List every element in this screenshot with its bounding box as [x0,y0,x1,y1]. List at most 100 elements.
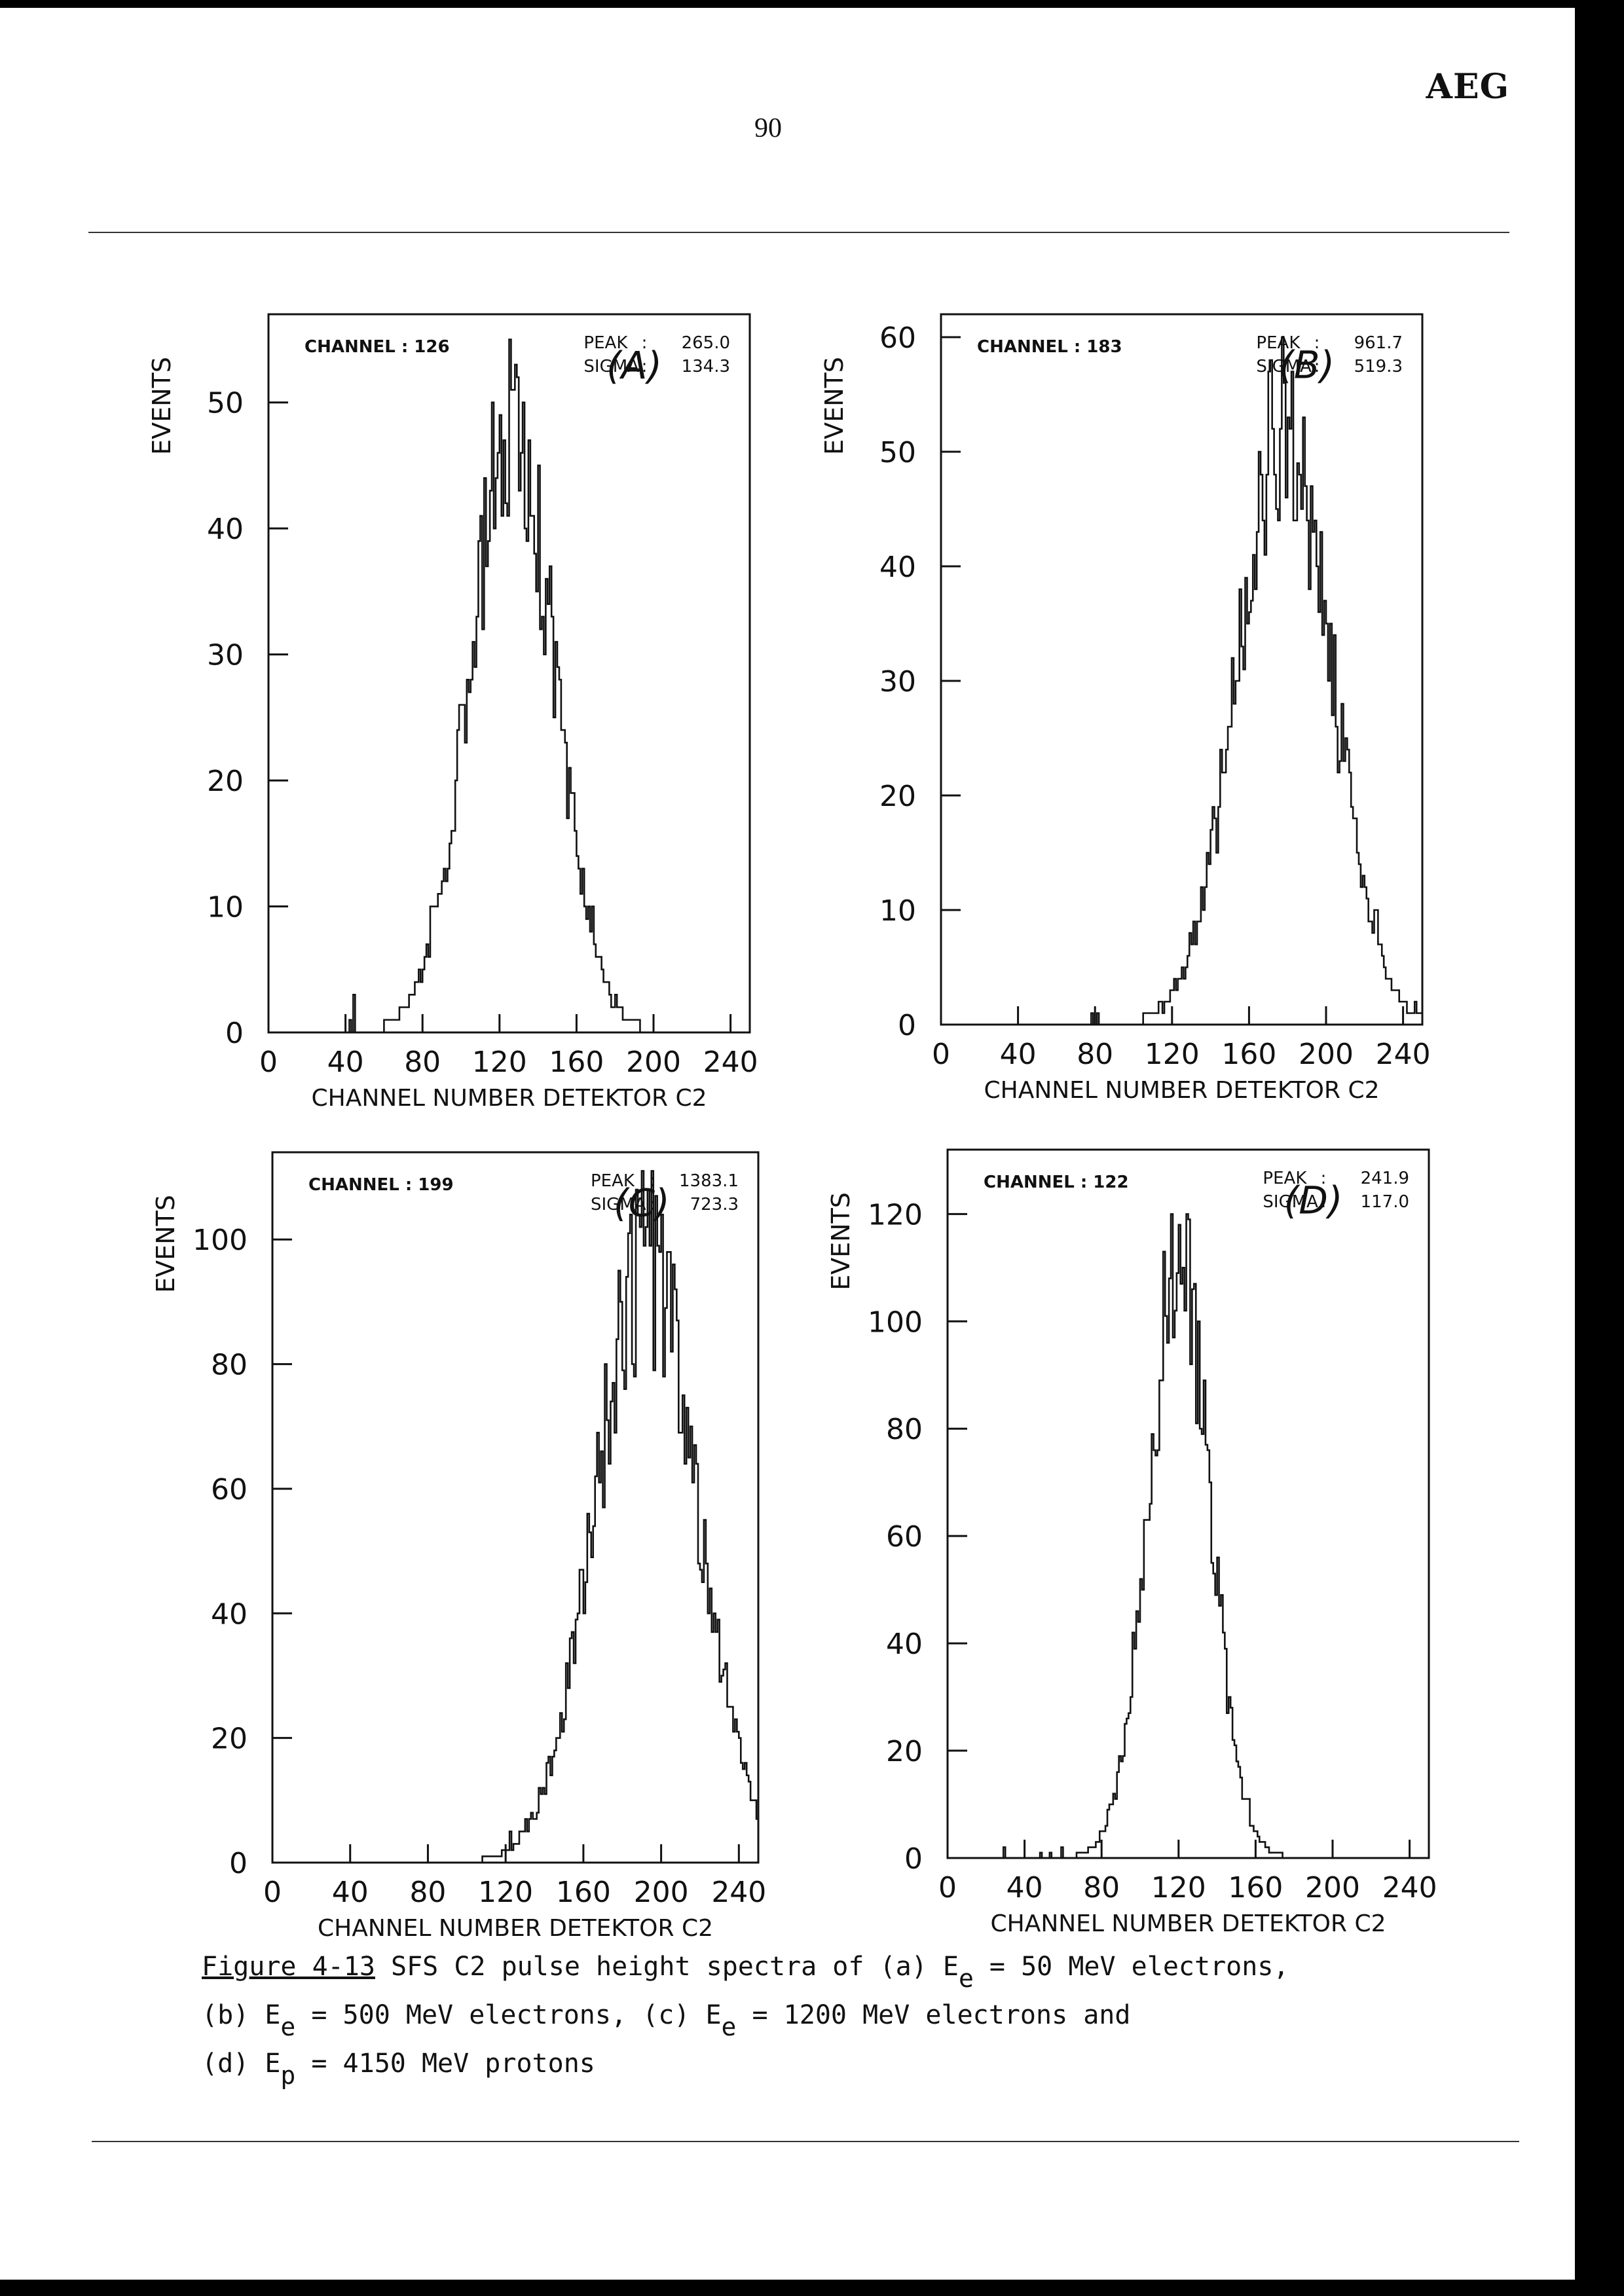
peak-colon: : [1321,1169,1327,1188]
document-page: AEG 90 0 10 20 30 40 50 0 40 80 120 160 200 240 CHANN… [0,8,1575,2280]
figure-label: Figure 4-13 [202,1952,375,1982]
x-tick-label: 0 [932,1038,950,1071]
x-tick-label: 200 [1305,1871,1360,1904]
x-tick-label: 240 [1376,1038,1431,1071]
caption-text: (b) E [202,2000,281,2030]
x-tick-label: 240 [703,1046,758,1079]
peak-colon: : [642,333,648,353]
plot-frame [940,313,1424,1026]
y-tick-label: 50 [879,436,916,469]
histogram-series [948,1213,1429,1859]
y-tick-label: 60 [211,1473,248,1506]
x-tick-label: 120 [478,1876,533,1909]
x-tick-label: 120 [472,1046,527,1079]
y-tick-label: 20 [211,1722,248,1756]
peak-value: 1383.1 [679,1171,739,1191]
x-tick-label: 40 [1006,1871,1043,1904]
y-tick-label: 20 [207,765,244,798]
page-number: 90 [754,113,782,143]
histogram-series [268,338,750,1034]
x-tick-label: 40 [332,1876,369,1909]
panel-label: (A) [606,344,662,388]
y-tick-label: 10 [207,891,244,924]
figure-caption: Figure 4-13 SFS C2 pulse height spectra … [202,1942,1446,2088]
x-tick-label: 160 [1221,1038,1276,1071]
plot-frame [267,313,751,1034]
y-tick-label: 30 [207,639,244,672]
caption-subscript: p [280,2061,296,2090]
y-axis-label: EVENTS [151,1195,180,1293]
sigma-label: SIGMA [1263,1192,1318,1212]
caption-line-2: (b) Ee = 500 MeV electrons, (c) Ee = 120… [202,1991,1446,2039]
x-tick-label: 0 [263,1876,282,1909]
x-tick-label: 200 [626,1046,681,1079]
y-tick-label: 10 [879,894,916,928]
caption-line-3: (d) Ep = 4150 MeV protons [202,2039,1446,2088]
y-tick-label: 50 [207,387,244,420]
y-tick-label: 30 [879,665,916,699]
y-tick-label: 80 [886,1413,923,1446]
caption-subscript: e [280,2013,296,2041]
sigma-value: 134.3 [682,357,730,376]
top-divider [88,232,1509,233]
sigma-colon: : [1314,357,1320,376]
y-axis-label: EVENTS [820,357,849,455]
caption-line-1: Figure 4-13 SFS C2 pulse height spectra … [202,1942,1446,1991]
x-tick-label: 160 [556,1876,611,1909]
x-tick-label: 40 [1000,1038,1037,1071]
y-tick-label: 60 [886,1520,923,1554]
histogram-series [941,336,1422,1026]
y-tick-label: 40 [207,513,244,546]
y-tick-label: 40 [879,551,916,584]
caption-text: (d) E [202,2049,281,2079]
caption-text: SFS C2 pulse height spectra of (a) E [375,1952,959,1982]
caption-text: = 500 MeV electrons, (c) E [295,2000,722,2030]
y-tick-label: 0 [898,1009,916,1042]
x-tick-label: 80 [409,1876,446,1909]
x-tick-label: 200 [1299,1038,1354,1071]
y-tick-label: 100 [868,1305,923,1339]
histogram-series [272,1170,758,1864]
x-tick-label: 120 [1151,1871,1206,1904]
y-tick-label: 0 [904,1842,923,1876]
aeg-logo: AEG [1426,67,1509,107]
channel-readout: CHANNEL : 126 [304,337,450,357]
sigma-label: SIGMA [583,357,639,376]
x-axis-label: CHANNEL NUMBER DETEKTOR C2 [990,1910,1386,1937]
x-axis-label: CHANNEL NUMBER DETEKTOR C2 [984,1077,1379,1104]
plot-frame [271,1151,760,1864]
x-tick-label: 40 [327,1046,364,1079]
peak-value: 265.0 [682,333,730,353]
y-tick-label: 100 [193,1224,248,1257]
caption-subscript: e [721,2013,737,2041]
sigma-label: SIGMA [591,1195,646,1214]
channel-readout: CHANNEL : 183 [977,337,1122,357]
y-tick-label: 0 [229,1847,248,1880]
sigma-colon: : [1321,1192,1327,1212]
caption-text: = 4150 MeV protons [295,2049,595,2079]
y-tick-label: 20 [879,780,916,813]
x-axis-label: CHANNEL NUMBER DETEKTOR C2 [318,1915,713,1942]
peak-value: 241.9 [1361,1169,1409,1188]
plot-frame [946,1148,1430,1859]
caption-text: = 1200 MeV electrons and [736,2000,1131,2030]
x-tick-label: 0 [259,1046,278,1079]
peak-label: PEAK [591,1171,635,1191]
x-tick-label: 160 [1228,1871,1283,1904]
x-tick-label: 80 [404,1046,441,1079]
y-tick-label: 40 [211,1597,248,1631]
y-axis-label: EVENTS [826,1192,855,1290]
bottom-divider [92,2141,1519,2142]
y-axis-label: EVENTS [147,357,176,455]
caption-text: = 50 MeV electrons, [973,1952,1289,1982]
sigma-colon: : [642,357,648,376]
peak-label: PEAK [583,333,628,353]
channel-readout: CHANNEL : 199 [308,1175,454,1195]
x-tick-label: 200 [634,1876,689,1909]
x-tick-label: 0 [938,1871,957,1904]
y-tick-label: 0 [225,1017,244,1050]
peak-label: PEAK [1263,1169,1307,1188]
sigma-value: 117.0 [1361,1192,1409,1212]
sigma-value: 723.3 [690,1195,739,1214]
